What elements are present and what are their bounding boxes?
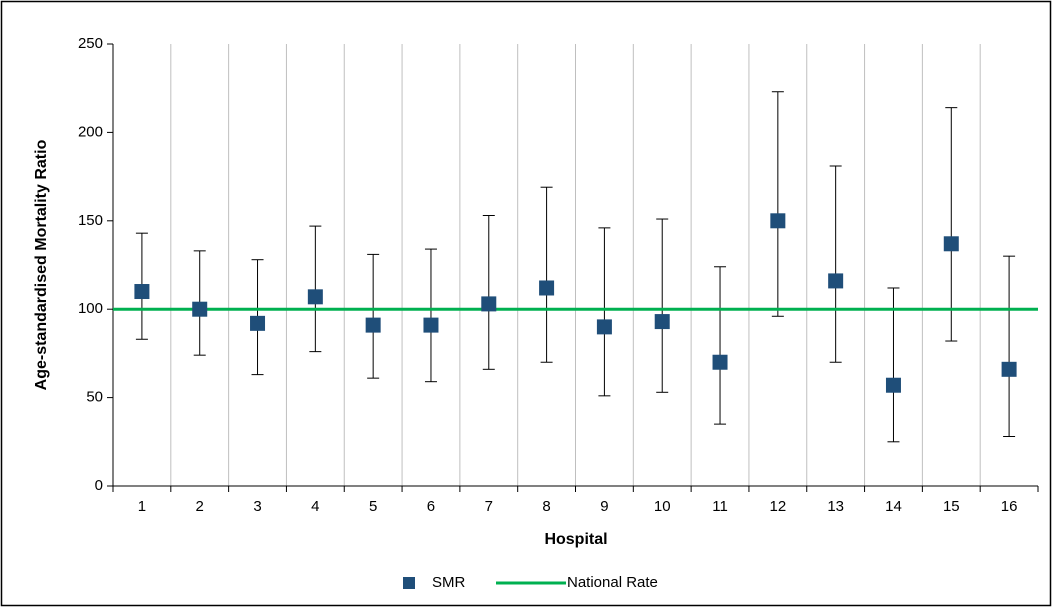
x-tick-label: 11 [712,498,728,515]
legend-label: SMR [432,574,466,591]
marker [539,280,555,296]
marker [250,315,266,331]
marker [134,284,150,300]
marker [365,317,381,333]
y-tick-label: 100 [78,300,103,317]
x-tick-label: 5 [369,498,377,515]
x-tick-label: 12 [770,498,787,515]
marker [192,301,208,317]
y-tick-label: 250 [78,35,103,52]
x-tick-label: 3 [253,498,261,515]
y-tick-label: 200 [78,123,103,140]
x-tick-label: 10 [654,498,671,515]
marker [596,319,612,335]
marker [1001,361,1017,377]
legend-marker [403,577,415,589]
x-tick-label: 2 [196,498,204,515]
legend-label: National Rate [567,574,658,591]
marker [423,317,439,333]
x-tick-label: 7 [485,498,493,515]
marker [307,289,323,305]
x-tick-label: 15 [943,498,960,515]
y-tick-label: 50 [86,389,103,406]
x-tick-label: 1 [138,498,146,515]
y-axis-title: Age-standardised Mortality Ratio [33,139,50,390]
x-axis-title: Hospital [544,531,607,548]
y-tick-label: 150 [78,212,103,229]
marker [770,213,786,229]
x-tick-label: 13 [827,498,844,515]
marker [481,296,497,312]
marker [943,236,959,252]
x-tick-label: 16 [1001,498,1018,515]
x-tick-label: 6 [427,498,435,515]
x-tick-label: 9 [600,498,608,515]
x-tick-label: 14 [885,498,902,515]
y-tick-label: 0 [95,477,103,494]
marker [885,377,901,393]
marker [828,273,844,289]
marker [712,354,728,370]
x-tick-label: 4 [311,498,319,515]
x-tick-label: 8 [542,498,550,515]
marker [654,314,670,330]
